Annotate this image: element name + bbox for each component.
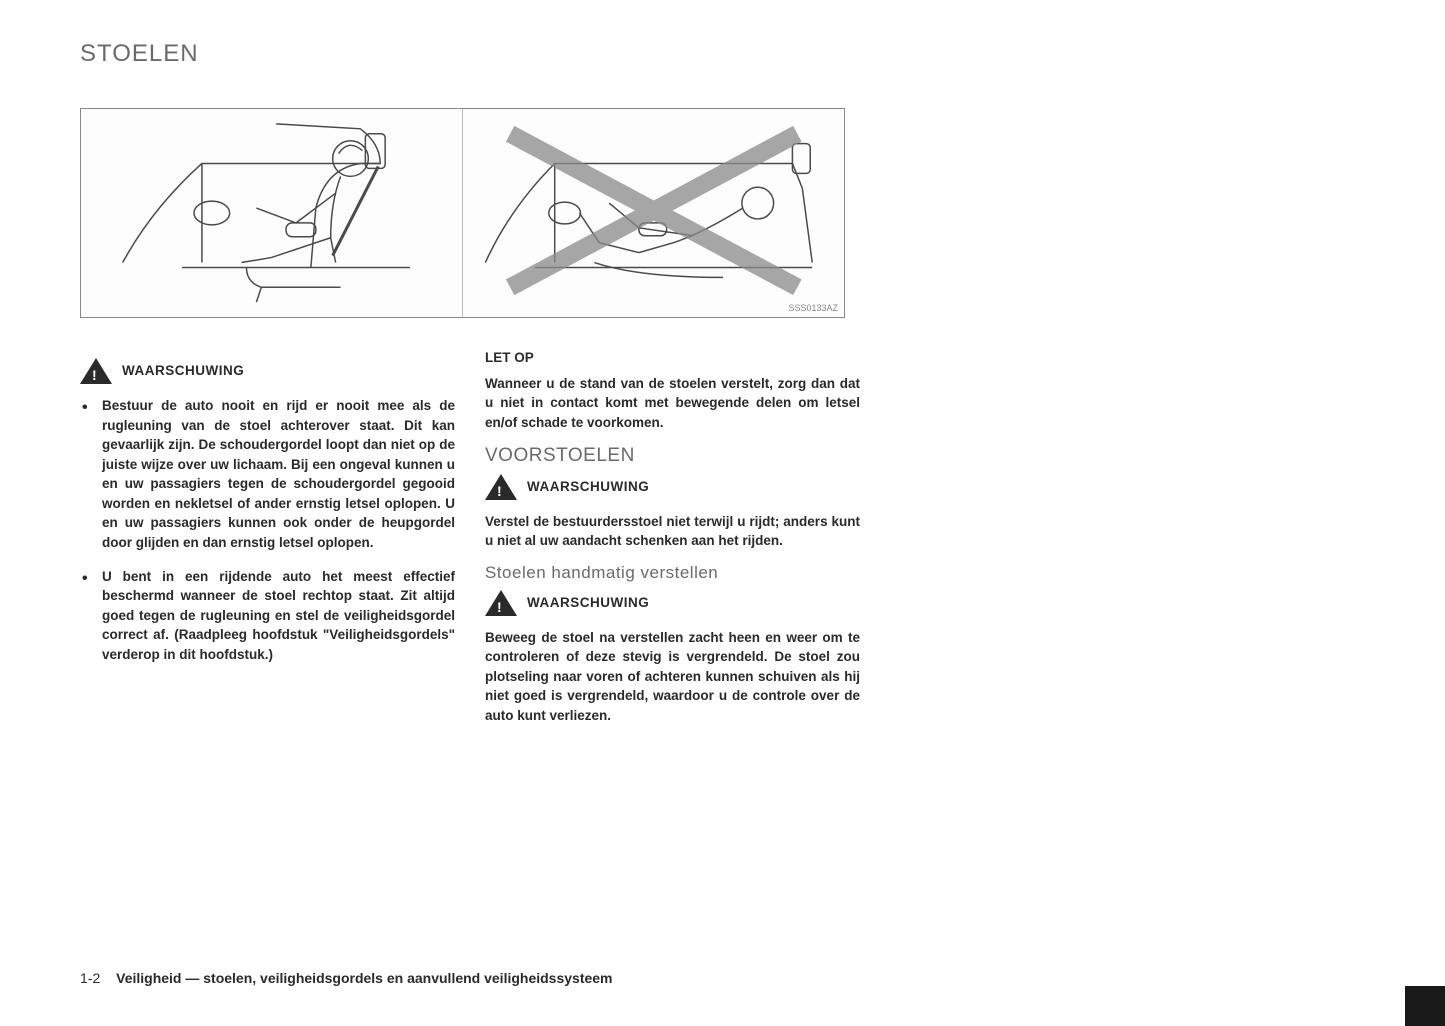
page-title: STOELEN: [80, 40, 1365, 68]
chapter-title: Veiligheid — stoelen, veiligheidsgordels…: [116, 970, 612, 986]
warning1-body: Verstel de bestuurdersstoel niet terwijl…: [485, 512, 860, 551]
warning-label: WAARSCHUWING: [527, 593, 649, 613]
warning-icon: [485, 590, 517, 616]
warning-icon: [80, 358, 112, 384]
bullet-item: U bent in een rijdende auto het meest ef…: [102, 567, 455, 665]
warning-label: WAARSCHUWING: [122, 361, 244, 381]
warning2-body: Beweeg de stoel na verstellen zacht heen…: [485, 628, 860, 726]
illustration-code: SSS0133AZ: [788, 303, 838, 313]
content-columns: WAARSCHUWING Bestuur de auto nooit en ri…: [80, 348, 860, 735]
warning-icon: [485, 474, 517, 500]
warning-label: WAARSCHUWING: [527, 477, 649, 497]
left-column: WAARSCHUWING Bestuur de auto nooit en ri…: [80, 348, 455, 735]
illustration-correct-posture: [81, 109, 463, 317]
voorstoelen-heading: VOORSTOELEN: [485, 442, 860, 470]
right-column: LET OP Wanneer u de stand van de stoelen…: [485, 348, 860, 735]
letop-heading: LET OP: [485, 348, 860, 368]
warning-header-left: WAARSCHUWING: [80, 358, 455, 384]
page-footer: 1-2 Veiligheid — stoelen, veiligheidsgor…: [80, 970, 613, 986]
seat-illustration: SSS0133AZ: [80, 108, 845, 318]
warning-bullet-list: Bestuur de auto nooit en rijd er nooit m…: [80, 396, 455, 664]
letop-body: Wanneer u de stand van de stoelen verste…: [485, 374, 860, 433]
warning-header-r2: WAARSCHUWING: [485, 590, 860, 616]
manual-adjust-heading: Stoelen handmatig verstellen: [485, 561, 860, 586]
warning-header-r1: WAARSCHUWING: [485, 474, 860, 500]
illustration-wrong-posture: [463, 109, 845, 317]
bullet-item: Bestuur de auto nooit en rijd er nooit m…: [102, 396, 455, 553]
page-number: 1-2: [80, 970, 100, 986]
page-corner-marker: [1405, 986, 1445, 1026]
